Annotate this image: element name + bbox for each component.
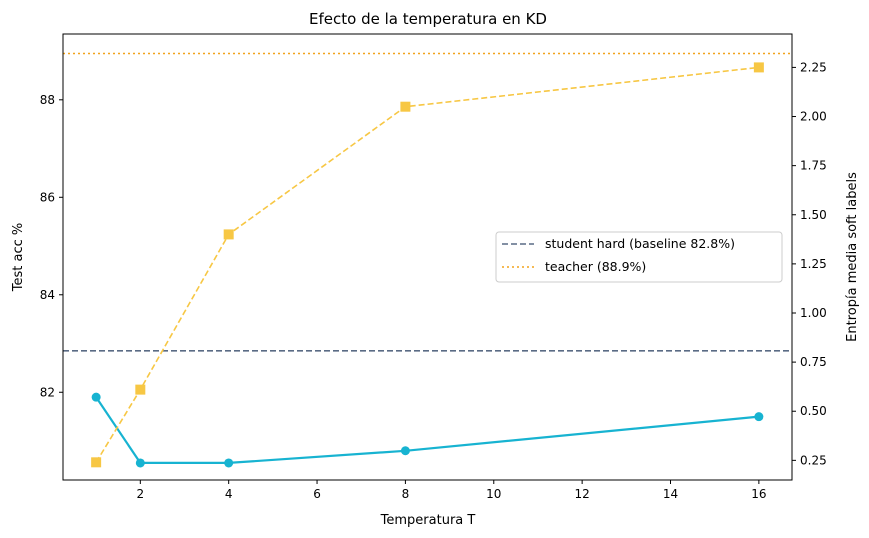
y2-axis-label: Entropía media soft labels <box>845 172 860 342</box>
y-tick-label-3: 88 <box>40 93 55 107</box>
series-1-point-1 <box>135 384 146 395</box>
series-0-point-4 <box>754 412 764 422</box>
series-1-point-2 <box>223 229 234 240</box>
x-tick-label-3: 8 <box>402 487 410 501</box>
x-tick-label-6: 14 <box>663 487 678 501</box>
legend-label-1: teacher (88.9%) <box>545 259 646 274</box>
y2-tick-label-4: 1.25 <box>800 257 827 271</box>
chart-title: Efecto de la temperatura en KD <box>309 10 547 28</box>
y2-tick-label-6: 1.75 <box>800 159 827 173</box>
x-tick-label-1: 4 <box>225 487 233 501</box>
x-tick-label-2: 6 <box>313 487 321 501</box>
y-tick-label-1: 84 <box>40 288 55 302</box>
series-1-point-4 <box>753 62 764 73</box>
y-tick-label-2: 86 <box>40 190 55 204</box>
y2-tick-label-1: 0.50 <box>800 404 827 418</box>
y-axis-label: Test acc % <box>11 223 26 292</box>
y2-tick-label-0: 0.25 <box>800 453 827 467</box>
legend-label-0: student hard (baseline 82.8%) <box>545 236 735 251</box>
x-tick-label-7: 16 <box>751 487 766 501</box>
series-0-point-3 <box>400 446 410 456</box>
x-tick-label-0: 2 <box>136 487 144 501</box>
plot-frame <box>62 33 793 481</box>
y2-tick-label-5: 1.50 <box>800 208 827 222</box>
y2-tick-label-7: 2.00 <box>800 110 827 124</box>
series-0-point-2 <box>224 458 234 468</box>
y2-tick-label-8: 2.25 <box>800 60 827 74</box>
series-0-point-0 <box>91 392 101 402</box>
y-tick-label-0: 82 <box>40 385 55 399</box>
x-tick-label-5: 12 <box>574 487 589 501</box>
series-1-point-3 <box>400 101 411 112</box>
series-0-point-1 <box>135 458 145 468</box>
x-axis-label: Temperatura T <box>380 513 476 528</box>
y2-tick-label-3: 1.00 <box>800 306 827 320</box>
series-1-point-0 <box>91 457 102 468</box>
x-tick-label-4: 10 <box>486 487 501 501</box>
legend-box <box>495 231 783 283</box>
y2-tick-label-2: 0.75 <box>800 355 827 369</box>
